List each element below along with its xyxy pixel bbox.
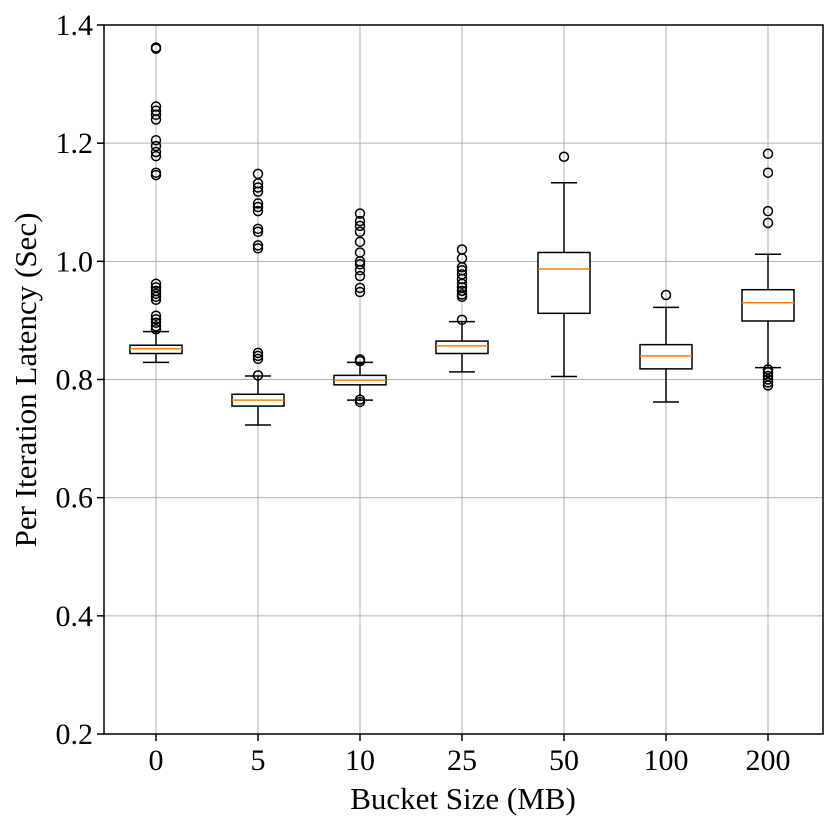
outlier-point bbox=[456, 278, 468, 290]
outlier-point bbox=[150, 321, 162, 332]
y-tick-label: 0.6 bbox=[56, 482, 94, 515]
outlier-point bbox=[252, 186, 264, 197]
outlier-point bbox=[252, 201, 264, 213]
outlier-point bbox=[150, 278, 162, 290]
outlier-point bbox=[354, 215, 366, 227]
outlier-point bbox=[354, 282, 366, 294]
x-tick-label: 0 bbox=[149, 744, 164, 777]
x-tick-label: 25 bbox=[447, 744, 477, 777]
tick-labels: 0.2 0.4 0.6 0.8 1.0 1.2 1.4 0 5 10 25 50 100 200 bbox=[56, 9, 791, 777]
outlier-point bbox=[762, 374, 774, 385]
outlier-point bbox=[354, 396, 366, 408]
outlier-point bbox=[252, 205, 264, 217]
outlier-point bbox=[150, 294, 162, 305]
box-5 bbox=[231, 168, 285, 426]
x-tick-label: 100 bbox=[644, 744, 689, 777]
outlier-point bbox=[150, 291, 162, 303]
outlier-point bbox=[762, 148, 774, 160]
iqr-box bbox=[639, 343, 693, 370]
outlier-point bbox=[150, 313, 162, 325]
y-tick-label: 1.2 bbox=[56, 127, 94, 160]
outlier-point bbox=[354, 220, 366, 232]
y-tick-label: 1.0 bbox=[56, 245, 94, 278]
outlier-point bbox=[252, 350, 264, 362]
outlier-point bbox=[558, 151, 570, 163]
outlier-point bbox=[354, 208, 366, 219]
box-series bbox=[129, 42, 795, 426]
outlier-point bbox=[150, 288, 162, 300]
box-200 bbox=[741, 148, 795, 391]
outlier-point bbox=[354, 270, 366, 282]
y-tick-label: 0.8 bbox=[56, 364, 94, 397]
box-50 bbox=[537, 151, 591, 378]
outlier-point bbox=[150, 146, 162, 158]
outlier-point bbox=[150, 150, 162, 162]
outlier-point bbox=[252, 223, 264, 235]
outlier-point bbox=[150, 324, 162, 335]
y-tick-label: 1.4 bbox=[56, 9, 94, 42]
box-100 bbox=[639, 289, 693, 403]
outlier-point bbox=[252, 240, 264, 251]
outlier-point bbox=[150, 317, 162, 329]
iqr-box bbox=[435, 340, 489, 355]
outlier-point bbox=[660, 289, 672, 301]
outlier-point bbox=[762, 367, 774, 378]
outlier-point bbox=[354, 236, 366, 248]
outlier-point bbox=[456, 291, 468, 303]
outlier-point bbox=[150, 43, 162, 54]
outlier-point bbox=[762, 380, 774, 391]
outlier-point bbox=[762, 364, 774, 375]
iqr-box bbox=[537, 251, 591, 315]
outlier-point bbox=[354, 226, 366, 238]
outlier-point bbox=[150, 109, 162, 121]
outlier-point bbox=[456, 314, 468, 326]
box-25 bbox=[435, 244, 489, 373]
y-tick-label: 0.2 bbox=[56, 718, 94, 751]
outlier-point bbox=[762, 377, 774, 388]
outlier-point bbox=[456, 285, 468, 297]
outlier-point bbox=[150, 134, 162, 146]
box-10 bbox=[333, 208, 387, 408]
x-tick-label: 5 bbox=[251, 744, 266, 777]
tick-marks bbox=[97, 24, 769, 741]
outlier-point bbox=[456, 261, 468, 273]
y-axis-title: Per Iteration Latency (Sec) bbox=[8, 213, 43, 548]
x-axis-title: Bucket Size (MB) bbox=[350, 781, 576, 816]
outlier-point bbox=[150, 169, 162, 181]
outlier-point bbox=[252, 198, 264, 209]
outlier-point bbox=[252, 182, 264, 193]
grid-lines bbox=[104, 24, 823, 735]
outlier-point bbox=[354, 259, 366, 270]
outlier-point bbox=[354, 264, 366, 276]
outlier-point bbox=[252, 226, 264, 238]
y-tick-label: 0.4 bbox=[56, 600, 94, 633]
outlier-point bbox=[252, 243, 264, 254]
outlier-point bbox=[354, 286, 366, 298]
outlier-point bbox=[252, 370, 264, 381]
box-0 bbox=[129, 42, 183, 364]
outlier-point bbox=[762, 217, 774, 229]
outlier-point bbox=[354, 355, 366, 367]
outlier-point bbox=[150, 114, 162, 125]
x-tick-label: 200 bbox=[746, 744, 791, 777]
outlier-point bbox=[252, 347, 264, 359]
outlier-point bbox=[762, 167, 774, 178]
outlier-point bbox=[252, 353, 264, 365]
x-tick-label: 10 bbox=[345, 744, 375, 777]
iqr-box bbox=[741, 288, 795, 322]
outlier-point bbox=[150, 310, 162, 321]
outlier-point bbox=[150, 140, 162, 152]
outlier-point bbox=[762, 205, 774, 217]
x-tick-label: 50 bbox=[549, 744, 579, 777]
